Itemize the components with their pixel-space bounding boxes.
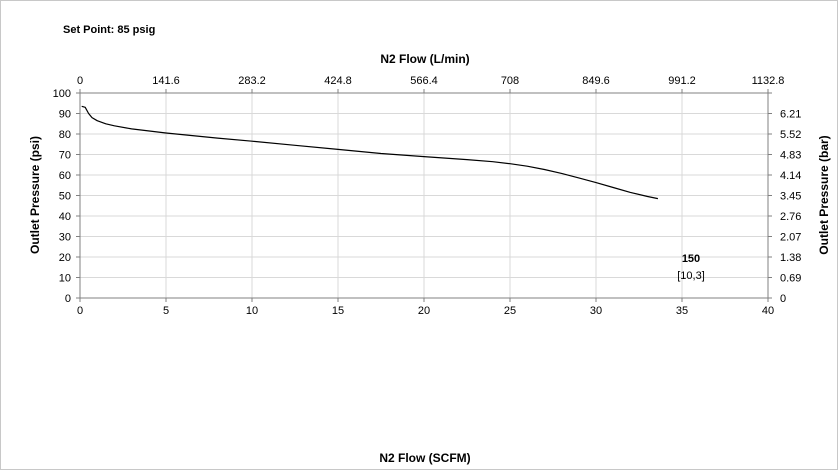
series-line (81, 105, 659, 200)
y-tick-label: 70 (59, 150, 71, 162)
x-tick-label: 0 (77, 305, 83, 317)
y-tick-label: 0 (65, 293, 71, 305)
y2-tick-label: 3.45 (780, 191, 801, 203)
x2-tick-label: 141.6 (152, 75, 180, 87)
x-tick-label: 20 (418, 305, 430, 317)
y2-tick-label: 4.14 (780, 170, 801, 182)
x2-tick-label: 424.8 (324, 75, 352, 87)
x2-tick-label: 566.4 (410, 75, 438, 87)
y2-tick-label: 2.07 (780, 232, 801, 244)
y-tick-label: 40 (59, 211, 71, 223)
y2-tick-label: 0 (780, 293, 786, 305)
y-tick-label: 80 (59, 129, 71, 141)
y2-tick-label: 0.69 (780, 273, 801, 285)
y-tick-label: 10 (59, 273, 71, 285)
y-tick-label: 60 (59, 170, 71, 182)
y2-axis-title: Outlet Pressure (bar) (817, 135, 831, 254)
chart-title: Set Point: 85 psig (63, 24, 155, 36)
x2-tick-label: 1132.8 (752, 75, 785, 87)
series (81, 105, 659, 200)
x2-axis-title: N2 Flow (L/min) (380, 52, 469, 66)
y-tick-label: 30 (59, 232, 71, 244)
tick-labels: 005141.610283.215424.820566.42570830849.… (53, 75, 802, 317)
grid (79, 92, 769, 299)
x-tick-label: 10 (246, 305, 258, 317)
y2-tick-label: 1.38 (780, 252, 801, 264)
x2-tick-label: 708 (501, 75, 519, 87)
y-tick-label: 100 (53, 88, 71, 100)
x-tick-label: 5 (163, 305, 169, 317)
x2-tick-label: 283.2 (238, 75, 266, 87)
y2-tick-label: 5.52 (780, 129, 801, 141)
plot-border (79, 92, 769, 299)
x-axis-title: N2 Flow (SCFM) (379, 451, 470, 465)
x-tick-label: 40 (762, 305, 774, 317)
x-tick-label: 35 (676, 305, 688, 317)
x-tick-label: 25 (504, 305, 516, 317)
y-axis-title: Outlet Pressure (psi) (28, 136, 42, 254)
x2-tick-label: 0 (77, 75, 83, 87)
y2-tick-label: 6.21 (780, 109, 801, 121)
y-tick-label: 20 (59, 252, 71, 264)
x2-tick-label: 991.2 (668, 75, 696, 87)
x-tick-label: 15 (332, 305, 344, 317)
annotation-label: 150 (682, 253, 700, 265)
axes (76, 89, 772, 302)
y2-tick-label: 4.83 (780, 150, 801, 162)
x-tick-label: 30 (590, 305, 602, 317)
y-tick-label: 90 (59, 109, 71, 121)
annotation-sublabel: [10,3] (677, 270, 705, 282)
y-tick-label: 50 (59, 191, 71, 203)
x2-tick-label: 849.6 (582, 75, 610, 87)
y2-tick-label: 2.76 (780, 211, 801, 223)
